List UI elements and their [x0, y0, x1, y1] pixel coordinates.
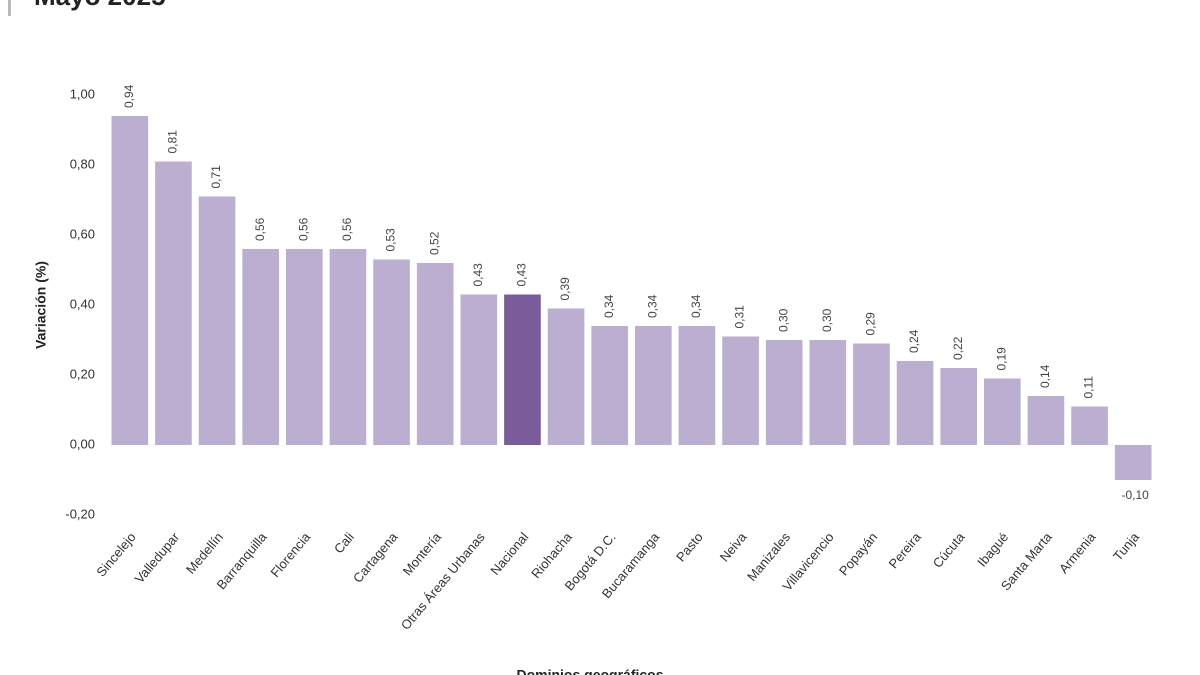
x-tick-label: Valledupar — [132, 529, 183, 586]
bar — [1114, 445, 1152, 480]
x-tick-label: Nacional — [487, 529, 531, 577]
value-label: 0,81 — [166, 130, 180, 154]
bar — [983, 378, 1021, 445]
y-tick-label: 0,20 — [70, 366, 95, 381]
bar — [329, 249, 367, 445]
value-label: 0,56 — [296, 217, 310, 241]
value-label: 0,43 — [515, 263, 529, 287]
y-tick-label: -0,20 — [65, 506, 95, 521]
value-label: 0,30 — [820, 308, 834, 332]
value-label: 0,34 — [602, 294, 616, 318]
value-label: 0,24 — [907, 329, 921, 353]
bar — [547, 308, 585, 445]
bar — [460, 294, 498, 445]
x-tick-label: Medellín — [183, 529, 226, 576]
bar — [896, 361, 934, 445]
bar — [678, 326, 716, 445]
x-tick-label: Otras Áreas Urbanas — [398, 529, 488, 633]
bar — [155, 161, 192, 445]
bar — [373, 259, 410, 445]
value-label: 0,94 — [122, 84, 136, 108]
bar — [634, 326, 672, 445]
value-label: 0,34 — [689, 294, 703, 318]
value-label: 0,22 — [951, 336, 965, 360]
y-tick-label: 1,00 — [70, 86, 95, 101]
y-tick-label: 0,00 — [70, 436, 95, 451]
bar — [853, 343, 890, 445]
x-tick-label: Cartagena — [350, 529, 401, 586]
value-label: 0,71 — [209, 165, 223, 189]
value-label: 0,29 — [864, 312, 878, 336]
value-label: 0,30 — [776, 308, 790, 332]
bar — [809, 340, 847, 445]
bar — [940, 368, 978, 445]
value-label: 0,56 — [253, 217, 267, 241]
x-tick-label: Pereira — [886, 529, 925, 571]
bar — [242, 249, 280, 445]
value-label: 0,34 — [645, 294, 659, 318]
x-tick-label: Ibagué — [974, 529, 1011, 569]
value-label: 0,31 — [733, 305, 747, 329]
value-label: 0,53 — [384, 228, 398, 252]
y-tick-label: 0,60 — [70, 226, 95, 241]
bar — [1027, 396, 1065, 445]
bar — [111, 116, 149, 445]
bar — [285, 249, 323, 445]
y-tick-label: 0,40 — [70, 296, 95, 311]
bar — [504, 294, 541, 445]
x-tick-label: Montería — [400, 529, 445, 579]
y-axis-title: Variación (%) — [33, 261, 49, 349]
value-label: 0,14 — [1038, 364, 1052, 388]
x-tick-label: Neiva — [717, 529, 750, 565]
y-tick-label: 0,80 — [70, 156, 95, 171]
value-label: 0,39 — [558, 277, 572, 301]
x-tick-label: Florencia — [267, 529, 313, 580]
x-tick-label: Sincelejo — [93, 529, 138, 579]
chart-title: Mayo 2025 — [34, 0, 166, 11]
x-tick-label: Armenia — [1056, 529, 1099, 576]
bar — [198, 196, 236, 445]
x-tick-label: Cali — [331, 529, 357, 556]
x-axis-title: Dominios geográficos — [516, 667, 663, 675]
x-tick-label: Popayán — [836, 529, 880, 578]
bar — [591, 326, 629, 445]
value-label: -0,10 — [1122, 488, 1150, 502]
bar — [1071, 406, 1108, 445]
value-label: 0,52 — [427, 231, 441, 255]
bar — [765, 340, 803, 445]
x-tick-label: Riohacha — [528, 529, 575, 581]
title-accent — [8, 0, 11, 16]
value-label: 0,56 — [340, 217, 354, 241]
x-tick-label: Cúcuta — [930, 529, 968, 571]
value-label: 0,11 — [1082, 376, 1096, 399]
x-tick-label: Pasto — [673, 529, 706, 564]
value-label: 0,19 — [994, 347, 1008, 371]
bar — [722, 336, 759, 445]
value-label: 0,43 — [471, 263, 485, 287]
x-tick-label: Tunja — [1110, 529, 1143, 564]
bar — [416, 263, 454, 445]
